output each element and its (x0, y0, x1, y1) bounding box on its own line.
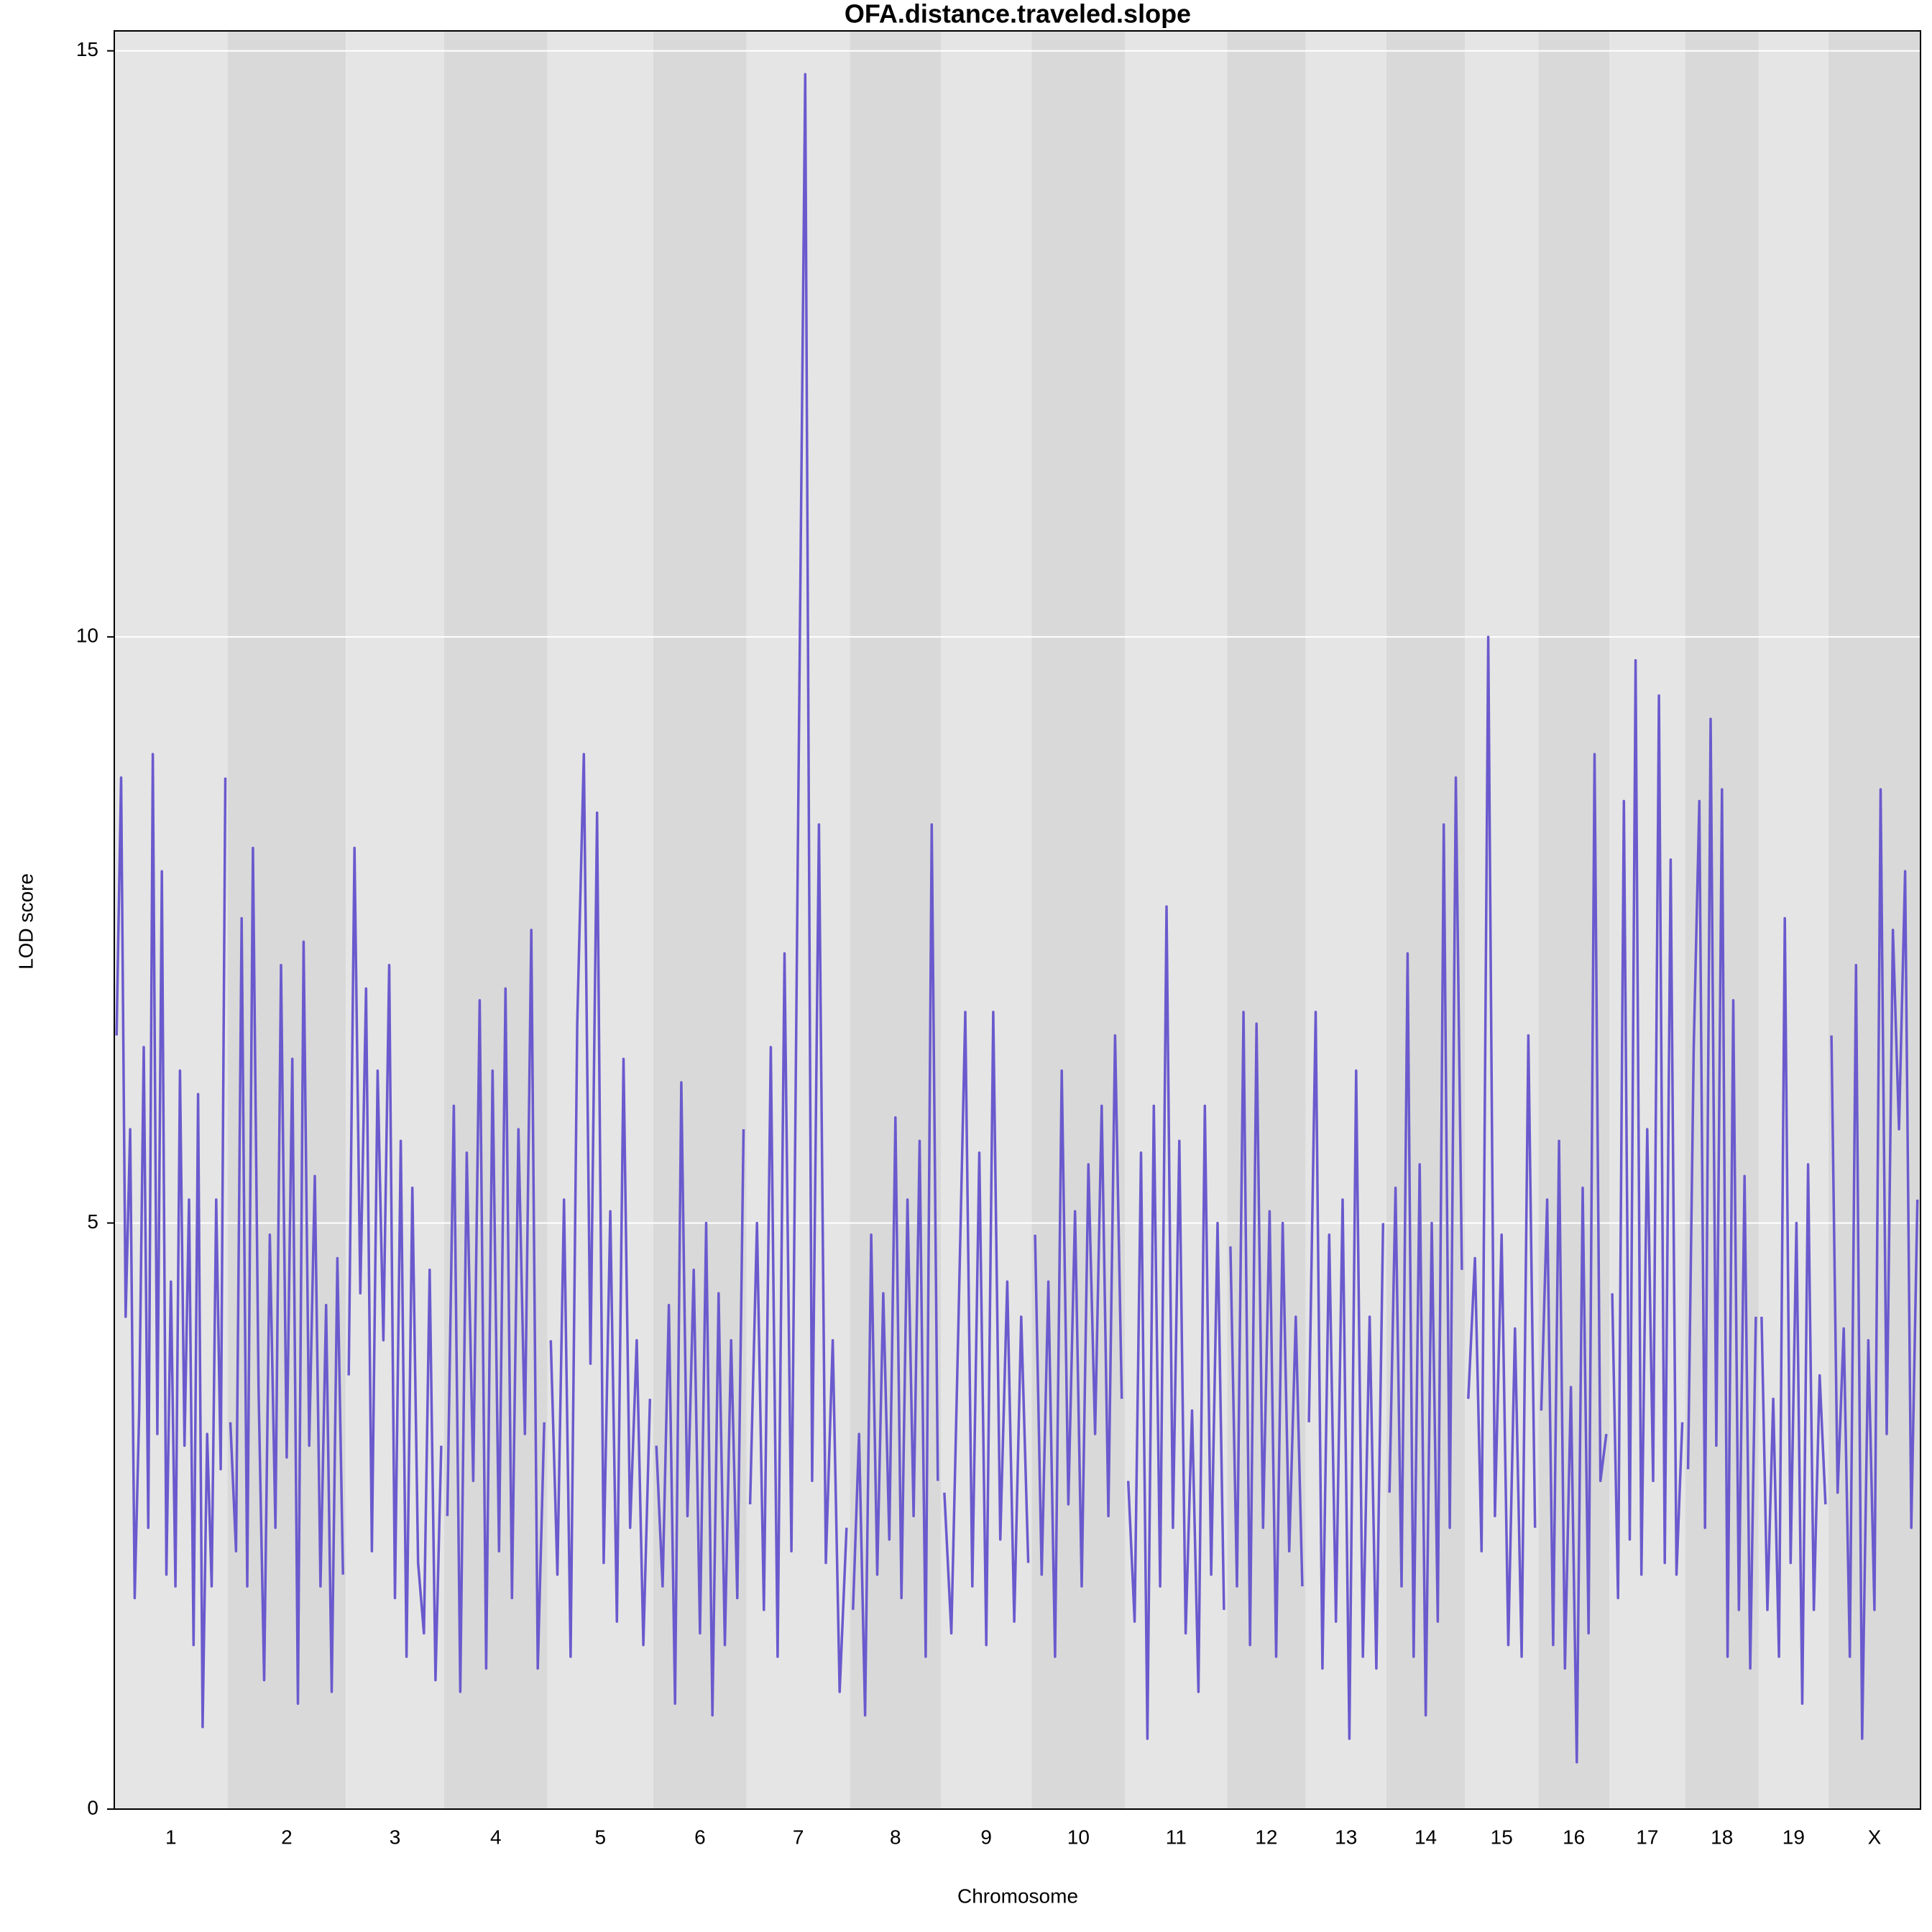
lod-line (1540, 753, 1608, 1764)
x-tick-label: 4 (490, 1826, 502, 1848)
x-tick-label: 17 (1636, 1826, 1658, 1848)
x-tick-label: 19 (1782, 1826, 1805, 1848)
x-tick-label: 15 (1491, 1826, 1513, 1848)
x-tick-label: 1 (165, 1826, 177, 1848)
x-tick-label: 16 (1563, 1826, 1585, 1848)
x-tick-label: 13 (1335, 1826, 1357, 1848)
lod-line (115, 753, 227, 1729)
y-tick-label: 5 (87, 1210, 98, 1233)
lod-line (1388, 776, 1463, 1717)
lod-line (852, 823, 939, 1717)
lod-line (549, 753, 652, 1658)
chromosome-band (227, 31, 346, 1809)
chromosome-band (1609, 31, 1685, 1809)
lod-line (1611, 659, 1684, 1600)
x-tick-label: 3 (390, 1826, 401, 1848)
grid (114, 50, 1920, 1224)
x-tick-label: 9 (980, 1826, 992, 1848)
chromosome-band (653, 31, 747, 1809)
lod-line (446, 929, 546, 1693)
x-tick-label: 8 (890, 1826, 901, 1848)
x-tick-label: 12 (1255, 1826, 1277, 1848)
y-axis-label: LOD score (14, 873, 37, 970)
lod-line (229, 846, 344, 1705)
lod-line (1126, 905, 1225, 1740)
lod-line (655, 1081, 745, 1717)
lod-line (1686, 717, 1757, 1670)
lod-line (943, 1011, 1030, 1647)
chromosome-band (1465, 31, 1539, 1809)
lod-line (1467, 635, 1537, 1658)
y-tick-label: 15 (76, 38, 98, 60)
x-tick-label: X (1868, 1826, 1882, 1848)
x-tick-label: 18 (1711, 1826, 1733, 1848)
y-tick-label: 10 (76, 625, 98, 647)
lod-line (1034, 1034, 1123, 1658)
x-tick-label: 2 (281, 1826, 293, 1848)
x-tick-label: 14 (1414, 1826, 1437, 1848)
lines (115, 73, 1919, 1764)
y-tick-label: 0 (87, 1796, 98, 1818)
chromosome-band (1227, 31, 1306, 1809)
x-tick-label: 5 (595, 1826, 607, 1848)
chromosome-band (1386, 31, 1466, 1809)
x-tick-label: 6 (694, 1826, 706, 1848)
x-tick-label: 11 (1166, 1826, 1187, 1848)
x-tick-label: 10 (1067, 1826, 1090, 1848)
lod-line (1307, 1011, 1385, 1740)
bands (114, 31, 1920, 1809)
chromosome-band (1031, 31, 1126, 1809)
lod-line (347, 846, 443, 1682)
lod-line (1229, 1011, 1304, 1658)
lod-line (1830, 788, 1919, 1740)
lod-line (748, 73, 848, 1693)
lod-line (1760, 916, 1827, 1705)
x-tick-label: 7 (793, 1826, 804, 1848)
plot-frame (114, 30, 1921, 1810)
x-axis-label: Chromosome (957, 1885, 1078, 1907)
chromosome-band (547, 31, 653, 1809)
chart-title: OFA.distance.traveled.slope (845, 0, 1191, 29)
